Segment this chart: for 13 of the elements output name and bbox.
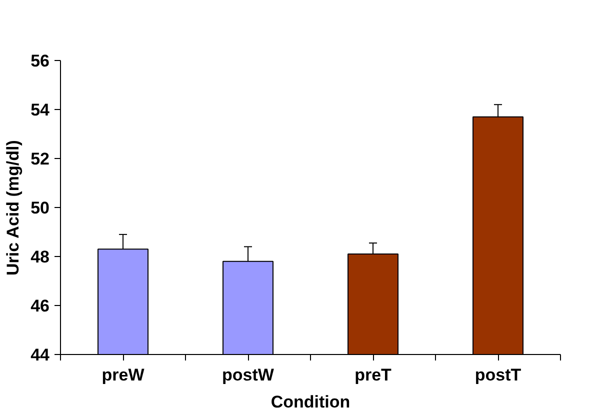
- x-tick-label: postW: [222, 366, 275, 384]
- y-tick-label: 46: [30, 296, 50, 316]
- x-tick-label: preT: [354, 366, 392, 384]
- y-tick-label: 48: [30, 248, 50, 266]
- x-axis-title: Condition: [270, 392, 350, 412]
- y-tick-label: 50: [30, 198, 50, 218]
- x-tick-label: preW: [102, 366, 146, 384]
- y-tick-label: 56: [30, 52, 50, 70]
- y-axis-title: Uric Acid (mg/dl): [4, 140, 23, 276]
- y-tick-label: 54: [30, 100, 50, 120]
- y-tick-label: 52: [30, 150, 50, 168]
- x-tick-label: postT: [474, 366, 522, 384]
- y-tick-label: 44: [30, 346, 50, 364]
